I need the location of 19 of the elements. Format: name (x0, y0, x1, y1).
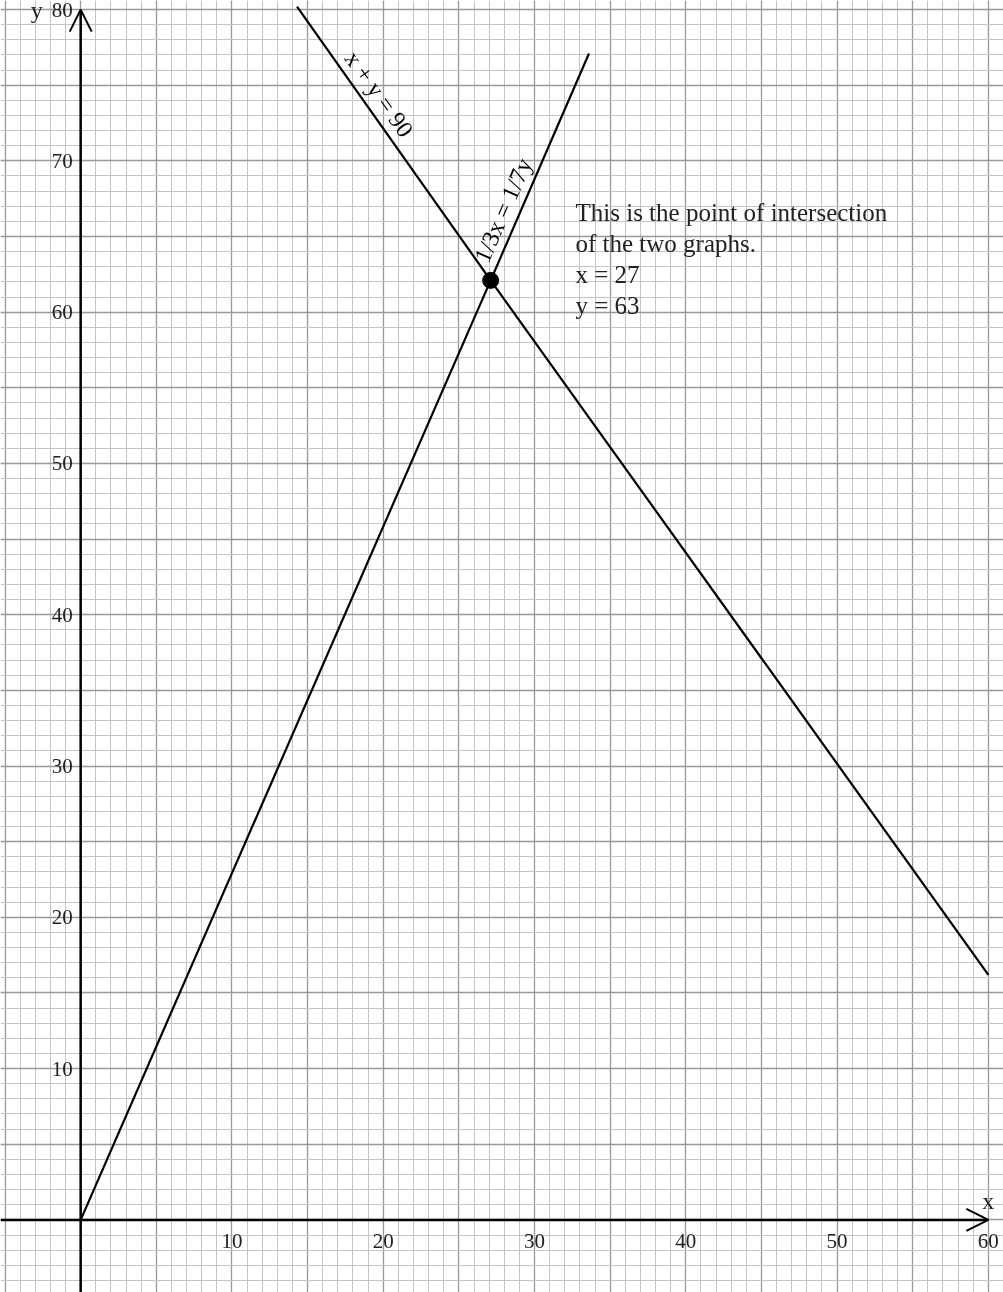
x-tick-label: 60 (977, 1228, 999, 1253)
y-tick-label: 80 (51, 0, 73, 22)
x-tick-label: 40 (675, 1228, 697, 1253)
x-tick-label: 20 (372, 1228, 394, 1253)
y-tick-label: 50 (51, 451, 73, 476)
y-tick-label: 20 (51, 905, 73, 930)
y-tick-label: 60 (51, 300, 73, 325)
x-tick-label: 30 (524, 1228, 546, 1253)
y-tick-label: 30 (51, 754, 73, 779)
x-tick-label: 10 (221, 1228, 243, 1253)
x-tick-label: 50 (826, 1228, 848, 1253)
text: 1/3x = 1/7y (469, 154, 538, 267)
text: x + y = 90 (339, 46, 419, 142)
y-tick-label: 10 (51, 1056, 73, 1081)
y-tick-label: 40 (51, 602, 73, 627)
y-axis-title: y (30, 0, 43, 23)
x-axis-title: x (982, 1187, 995, 1214)
y-tick-label: 70 (51, 148, 73, 173)
annotation: This is the point of intersection of the two graphs. x = 27 y = 63 (575, 198, 888, 319)
